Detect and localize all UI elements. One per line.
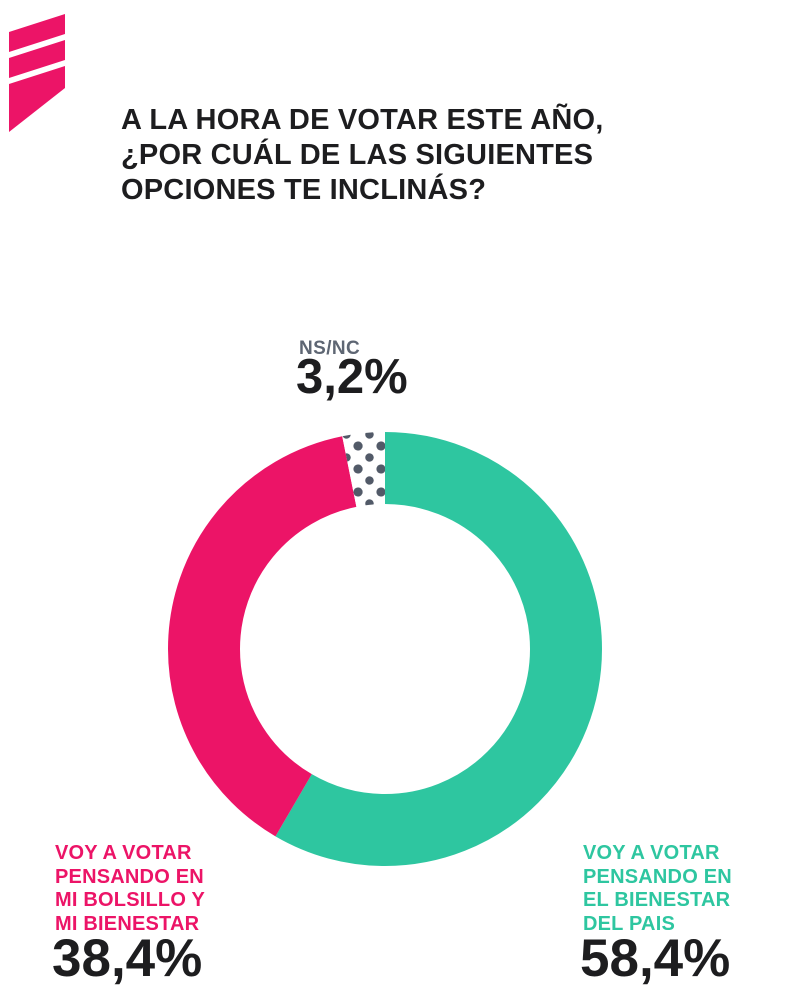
- title-line: OPCIONES TE INCLINÁS?: [121, 174, 487, 206]
- title-line: ¿POR CUÁL DE LAS SIGUIENTES: [121, 139, 594, 171]
- donut-slice-2: [168, 432, 602, 866]
- label-line: VOY A VOTAR: [583, 842, 720, 864]
- label-bolsillo: VOY A VOTAR PENSANDO EN MI BOLSILLO Y MI…: [55, 842, 205, 936]
- brand-logo: [5, 6, 65, 137]
- label-line: VOY A VOTAR: [55, 842, 192, 864]
- label-line: MI BOLSILLO Y: [55, 889, 206, 911]
- donut-chart-container: [168, 432, 602, 866]
- donut-slice-1: [168, 432, 602, 866]
- nsnc-label: NS/NC: [299, 338, 361, 359]
- brand-logo-icon: [9, 14, 65, 132]
- label-line: EL BIENESTAR: [583, 889, 731, 911]
- donut-slices: [168, 432, 602, 866]
- value-bolsillo: 38,4%: [52, 929, 203, 988]
- label-bienestar-pais: VOY A VOTAR PENSANDO EN EL BIENESTAR DEL…: [583, 842, 732, 936]
- page-title: A LA HORA DE VOTAR ESTE AÑO, ¿POR CUÁL D…: [121, 103, 701, 208]
- label-line: DEL PAIS: [583, 912, 675, 935]
- label-line: MI BIENESTAR: [55, 912, 200, 935]
- label-line: PENSANDO EN: [55, 865, 204, 888]
- value-bienestar-pais: 58,4%: [580, 929, 731, 988]
- label-line: PENSANDO EN: [583, 865, 732, 888]
- donut-chart: [168, 432, 602, 866]
- nsnc-value: 3,2%: [296, 350, 408, 404]
- title-line: A LA HORA DE VOTAR ESTE AÑO,: [121, 104, 604, 136]
